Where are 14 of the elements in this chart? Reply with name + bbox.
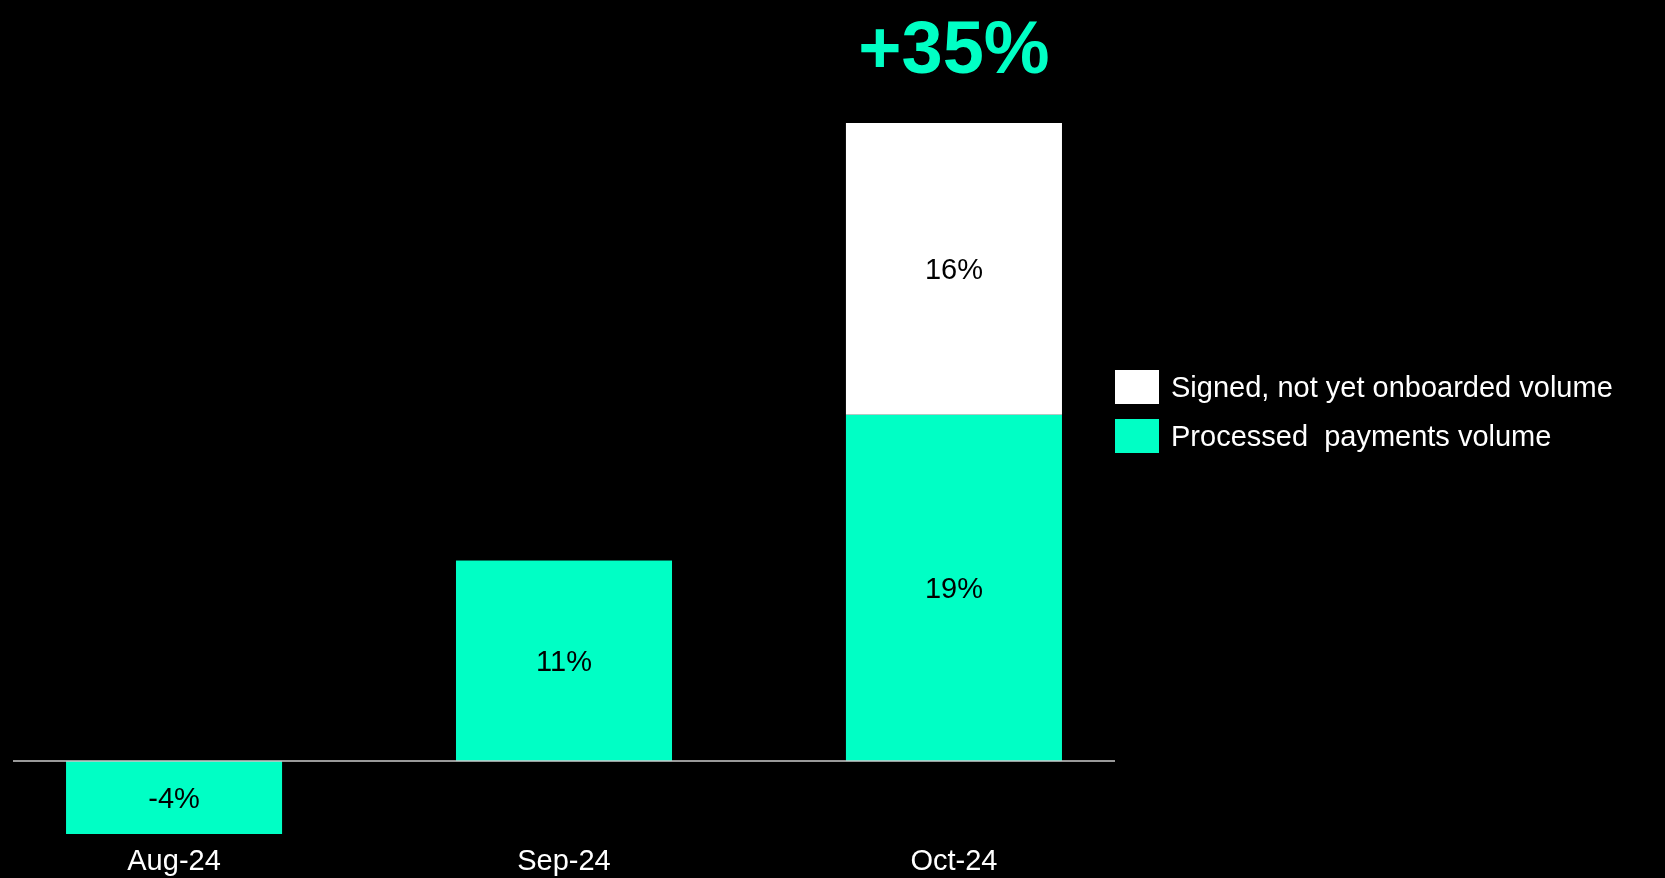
x-tick-label: Oct-24: [910, 844, 998, 876]
data-label: 16%: [924, 253, 983, 285]
data-label: 19%: [924, 572, 983, 605]
bar: [66, 761, 283, 834]
bar: [845, 414, 1062, 762]
total-label: +35%: [858, 6, 1050, 89]
bar: [455, 560, 673, 762]
bar: [845, 123, 1062, 415]
data-label: 11%: [536, 644, 592, 677]
x-tick-label: Aug-24: [127, 844, 221, 876]
legend-label: Signed, not yet onboarded volume: [1171, 371, 1613, 404]
x-tick-label: Sep-24: [517, 844, 611, 876]
legend-label: Processed payments volume: [1171, 420, 1552, 453]
data-label: -4%: [148, 781, 200, 814]
